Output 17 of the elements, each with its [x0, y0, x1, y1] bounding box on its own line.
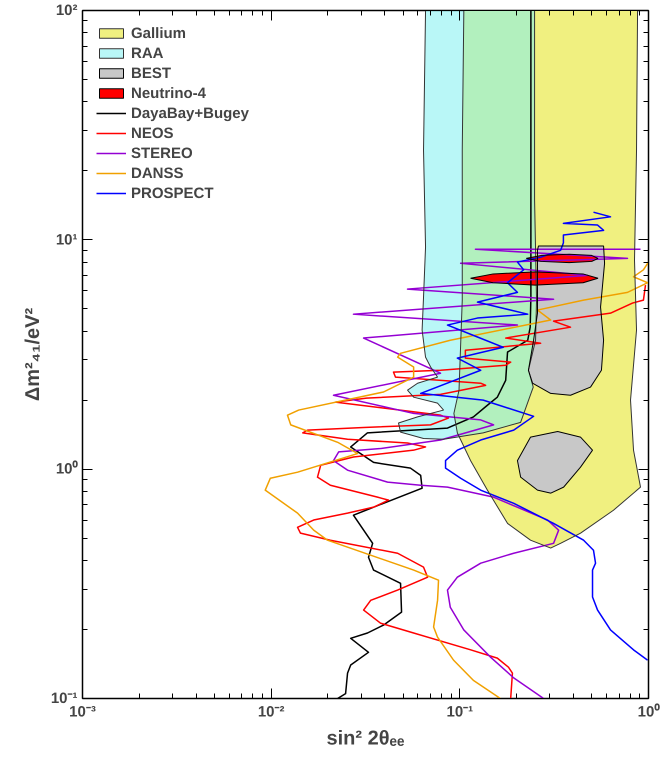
legend-label: DayaBay+Bugey	[131, 104, 249, 122]
legend-label: BEST	[131, 64, 172, 82]
y-tick-label: 10⁰	[56, 460, 78, 478]
y-axis-title: Δm²₄₁/eV²	[22, 308, 44, 402]
x-axis-title: sin² 2θₑₑ	[326, 728, 406, 750]
y-tick-label: 10²	[56, 2, 78, 19]
legend-label: STEREO	[131, 144, 193, 162]
legend-label: DANSS	[131, 164, 184, 182]
y-tick-label: 10¹	[56, 231, 78, 248]
x-tick-label: 10⁰	[638, 702, 660, 720]
legend-label: Neutrino-4	[131, 84, 206, 102]
x-tick-label: 10⁻²	[258, 704, 285, 720]
legend-label: PROSPECT	[131, 184, 214, 202]
legend-label: RAA	[131, 44, 164, 62]
x-tick-label: 10⁻¹	[446, 704, 474, 720]
legend-label: NEOS	[131, 124, 174, 142]
legend-label: Gallium	[131, 24, 186, 42]
